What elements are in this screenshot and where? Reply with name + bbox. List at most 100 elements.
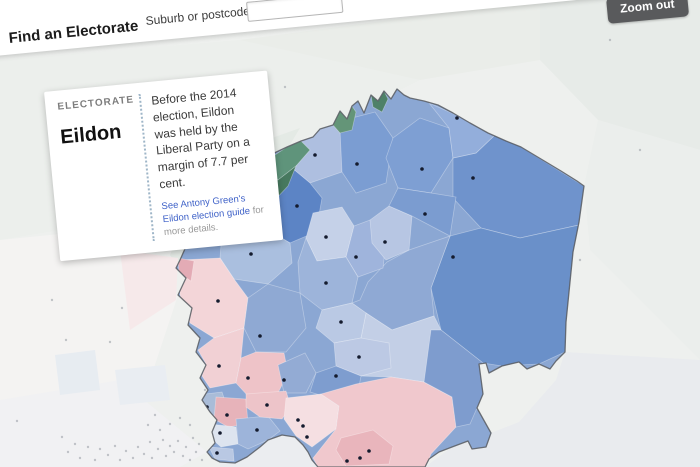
polling-place-dot (423, 212, 427, 216)
map-cell[interactable] (277, 352, 317, 394)
outside-facet (240, 0, 540, 80)
locality-dot (168, 444, 172, 448)
outside-facet (584, 120, 700, 360)
locality-dot (64, 338, 68, 342)
electorate-card: ELECTORATE Eildon Before the 2014 electi… (44, 70, 284, 261)
electorate-card-left: ELECTORATE Eildon (57, 94, 153, 249)
map-cell[interactable] (385, 117, 454, 194)
polling-place-dot (334, 374, 338, 378)
polling-place-dot (357, 355, 361, 359)
locality-dot (608, 38, 612, 42)
electorate-kicker: ELECTORATE (56, 94, 135, 113)
polling-place-dot (313, 153, 317, 157)
map-cell[interactable] (335, 429, 394, 467)
locality-dot (184, 445, 188, 449)
outside-facet (115, 365, 170, 405)
locality-dot (150, 456, 154, 460)
locality-dot (156, 447, 160, 451)
locality-dot (148, 440, 152, 444)
locality-dot (50, 298, 54, 302)
outside-facet (540, 0, 700, 150)
polling-place-dot (383, 240, 387, 244)
locality-dot (578, 258, 582, 262)
locality-dot (120, 306, 124, 310)
locality-dot (638, 148, 642, 152)
locality-dot (172, 450, 176, 454)
outside-facet (55, 350, 100, 395)
polling-place-dot (249, 252, 253, 256)
election-guide-link[interactable]: See Antony Green's Eildon election guide (160, 192, 251, 226)
map-cell[interactable] (177, 257, 195, 282)
locality-dot (124, 449, 128, 453)
locality-dot (178, 416, 182, 420)
locality-dot (131, 456, 135, 460)
locality-dot (194, 450, 198, 454)
polling-place-dot (324, 235, 328, 239)
locality-dot (136, 445, 140, 449)
locality-dot (66, 450, 70, 454)
locality-dot (108, 340, 112, 344)
election-guide-line: See Antony Green's Eildon election guide… (161, 190, 270, 240)
polling-place-dot (451, 255, 455, 259)
polling-place-dot (354, 255, 358, 259)
polling-place-dot (255, 428, 259, 432)
locality-dot (93, 458, 97, 462)
locality-dot (197, 442, 201, 446)
polling-place-dot (258, 334, 262, 338)
polling-place-dot (282, 378, 286, 382)
map-cell[interactable] (430, 224, 580, 367)
polling-place-dot (358, 456, 362, 460)
locality-dot (98, 447, 102, 451)
outside-facet (120, 250, 178, 330)
locality-dot (153, 413, 157, 417)
locality-dot (78, 456, 82, 460)
polling-place-dot (215, 451, 219, 455)
locality-dot (203, 388, 207, 392)
outside-facet (0, 380, 207, 467)
polling-place-dot (301, 424, 305, 428)
polling-place-dot (225, 413, 229, 417)
polling-place-dot (305, 435, 309, 439)
locality-dot (86, 445, 90, 449)
locality-dot (176, 439, 180, 443)
locality-dot (164, 454, 168, 458)
polling-place-dot (296, 418, 300, 422)
locality-dot (168, 422, 172, 426)
locality-dot (146, 423, 150, 427)
map-cell[interactable] (388, 187, 457, 237)
locality-dot (200, 458, 204, 462)
electorate-description: Before the 2014 election, Eildon was hel… (150, 85, 251, 192)
polling-place-dot (265, 403, 269, 407)
polling-place-dot (455, 116, 459, 120)
polling-place-dot (218, 431, 222, 435)
polling-place-dot (295, 204, 299, 208)
locality-dot (181, 454, 185, 458)
locality-dot (188, 458, 192, 462)
locality-dot (15, 419, 19, 423)
polling-place-dot (216, 299, 220, 303)
locality-dot (118, 458, 122, 462)
locality-dot (188, 423, 192, 427)
outside-facet (220, 435, 318, 467)
locality-dot (60, 435, 64, 439)
electorate-boundary (175, 88, 585, 467)
locality-dot (142, 452, 146, 456)
locality-dot (283, 85, 287, 89)
polling-place-dot (355, 162, 359, 166)
locality-dot (106, 453, 110, 457)
locality-dot (73, 442, 77, 446)
polling-place-dot (217, 364, 221, 368)
polling-place-dot (246, 376, 250, 380)
locality-dot (191, 436, 195, 440)
polling-place-dot (367, 449, 371, 453)
polling-place-dot (339, 320, 343, 324)
polling-place-dot (324, 281, 328, 285)
polling-place-dot (420, 167, 424, 171)
locality-dot (113, 444, 117, 448)
electorate-card-body: Before the 2014 election, Eildon was hel… (138, 82, 271, 241)
map-cell[interactable] (208, 446, 235, 462)
outside-facet (425, 352, 700, 467)
locality-dot (161, 438, 165, 442)
electorate-name: Eildon (59, 120, 123, 149)
